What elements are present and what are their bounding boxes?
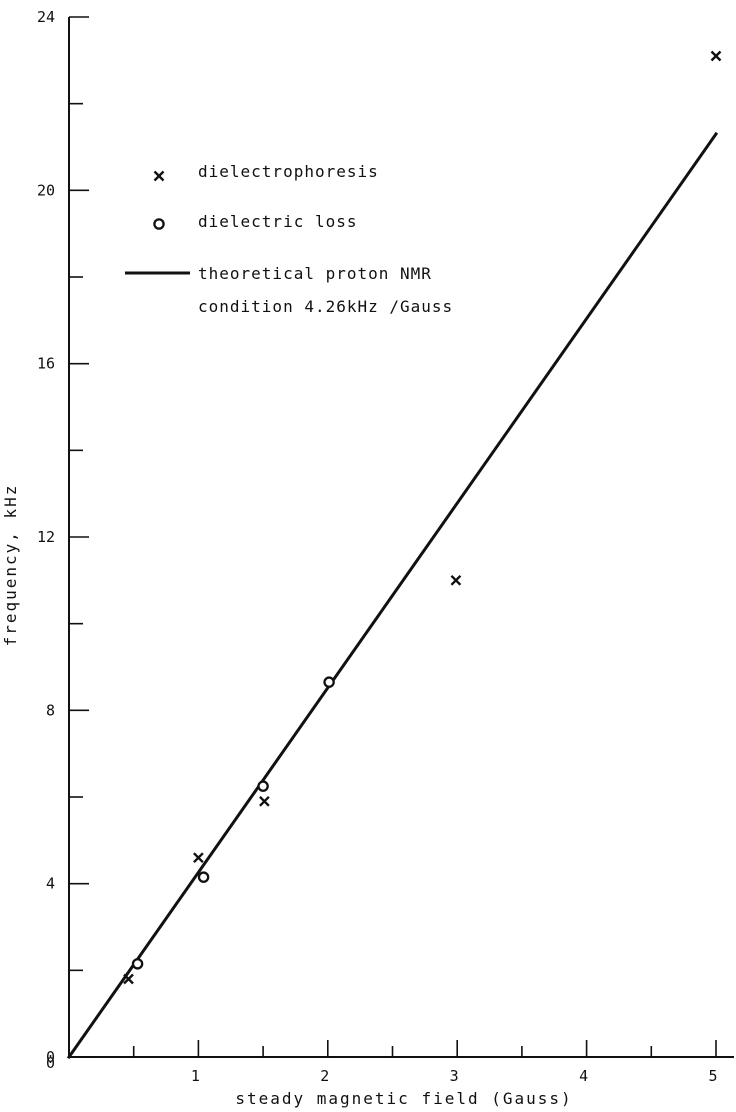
y-tick-label-0: 0	[46, 1048, 55, 1066]
y-axis-label: frequency, kHz	[1, 484, 20, 647]
data-point-dielectrophoresis-5	[710, 50, 722, 62]
data-point-dielectric-loss-2	[197, 871, 210, 883]
x-tick-label-4: 4	[579, 1067, 588, 1085]
x-tick-label-3: 3	[450, 1067, 459, 1085]
data-point-dielectrophoresis-1	[123, 973, 134, 985]
axes	[68, 17, 734, 1058]
ticks	[69, 16, 717, 1058]
y-tick-label-12: 12	[37, 528, 55, 546]
legend: dielectrophoresis dielectric loss theore…	[125, 162, 453, 316]
y-tick-label-8: 8	[46, 701, 55, 719]
y-tick-label-20: 20	[37, 181, 55, 199]
x-tick-label-1: 1	[191, 1067, 200, 1085]
legend-label-theory-line-2: condition 4.26kHz /Gauss	[198, 297, 453, 316]
data-point-dielectric-loss-4	[323, 676, 335, 688]
legend-marker-x	[153, 170, 165, 182]
x-tick-label-5: 5	[708, 1067, 717, 1085]
data-point-dielectric-loss-1	[131, 958, 144, 970]
legend-item-dielectrophoresis: dielectrophoresis	[153, 162, 379, 182]
y-tick-label-16: 16	[37, 355, 55, 373]
legend-item-dielectric-loss: dielectric loss	[153, 212, 358, 231]
data-point-dielectric-loss-3	[257, 780, 269, 792]
legend-label-dielectric-loss: dielectric loss	[198, 212, 358, 231]
legend-item-theory-line: theoretical proton NMR condition 4.26kHz…	[125, 264, 453, 316]
x-axis-label: steady magnetic field (Gauss)	[235, 1089, 572, 1108]
series-line-theoretical-proton-nmr	[66, 131, 719, 1060]
y-tick-label-24: 24	[37, 8, 55, 26]
data-point-dielectrophoresis-2	[193, 852, 204, 864]
legend-marker-circle	[153, 218, 165, 230]
legend-label-dielectrophoresis: dielectrophoresis	[198, 162, 379, 181]
data-point-dielectrophoresis-3	[259, 795, 270, 807]
x-tick-label-0: 0	[46, 1054, 55, 1072]
data-point-dielectrophoresis-4	[450, 574, 462, 586]
legend-label-theory-line-1: theoretical proton NMR	[198, 264, 432, 283]
plot-marks	[66, 50, 722, 1060]
x-tick-label-2: 2	[320, 1067, 329, 1085]
y-tick-label-4: 4	[46, 875, 55, 893]
